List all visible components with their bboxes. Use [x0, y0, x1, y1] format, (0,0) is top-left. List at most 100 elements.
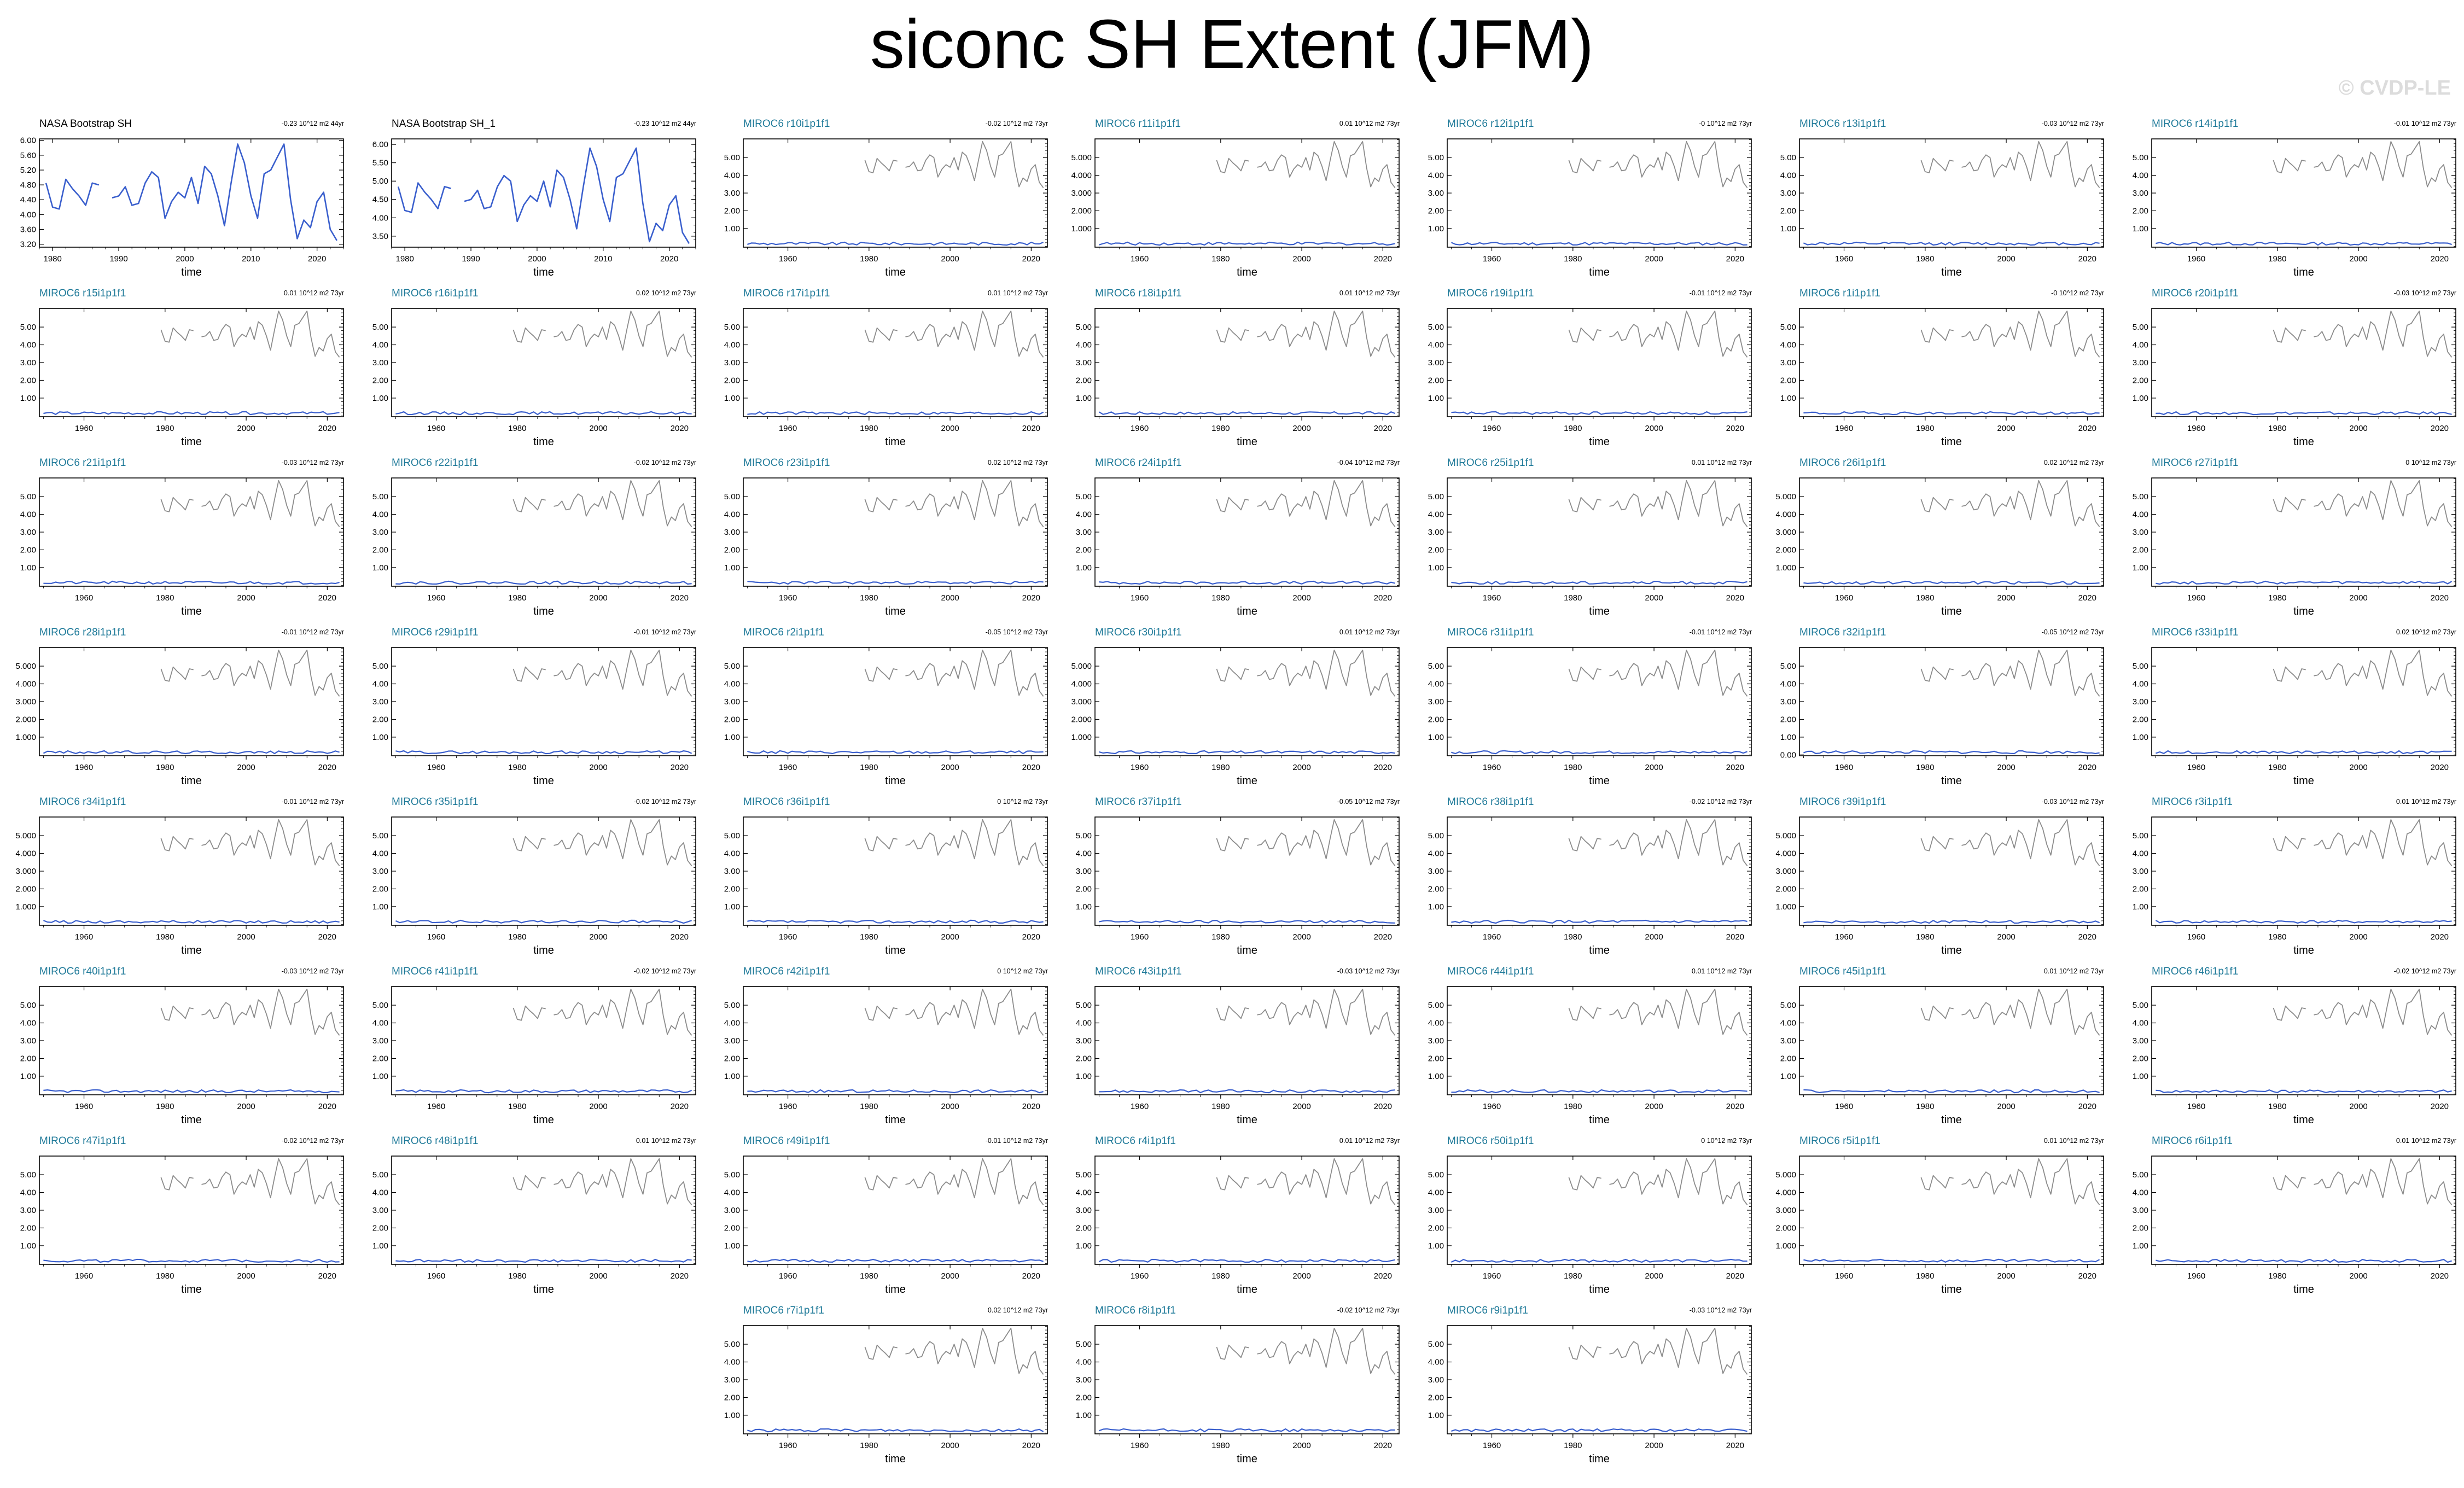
x-tick-label: 1980 [1564, 254, 1582, 264]
x-tick-label: 1980 [1564, 1271, 1582, 1281]
observed-overlay-line [1920, 141, 2100, 188]
y-tick-label: 3.000 [1071, 697, 1092, 707]
y-tick-label: 4.00 [1076, 1019, 1092, 1028]
y-tick-label: 2.000 [1071, 715, 1092, 724]
model-series-line [2156, 1258, 2452, 1263]
observed-overlay-line [512, 650, 692, 697]
y-tick-label: 4.000 [1775, 1188, 1796, 1198]
observed-overlay-line [512, 989, 692, 1036]
panel-title: MIROC6 r25i1p1f1 [1447, 457, 1534, 469]
x-tick-label: 1980 [1211, 763, 1230, 772]
model-series-line [1451, 1089, 1747, 1094]
x-tick-label: 1960 [2187, 1102, 2205, 1111]
x-tick-label: 2020 [660, 254, 678, 264]
observed-overlay-line [2273, 480, 2453, 527]
model-series-line [1451, 1428, 1747, 1433]
y-tick-label: 2.00 [20, 376, 36, 385]
model-series-line [395, 411, 692, 416]
panel-plot: 5.00 4.00 3.00 2.00 1.00 1960 1980 2000 2020 time [1428, 477, 1752, 617]
plot-frame [1799, 647, 2104, 756]
y-tick-label: 4.00 [1780, 680, 1796, 689]
x-axis-label: time [533, 436, 554, 448]
x-axis-label: time [885, 1283, 906, 1296]
plot-frame [2151, 647, 2456, 756]
x-axis-label: time [1941, 944, 1962, 956]
y-tick-label: 2.00 [2133, 715, 2148, 724]
y-tick-label: 4.00 [20, 210, 36, 219]
y-tick-label: 4.00 [1076, 1358, 1092, 1367]
panel-title: MIROC6 r37i1p1f1 [1095, 796, 1182, 808]
x-tick-label: 2020 [318, 763, 336, 772]
y-tick-label: 1.00 [20, 563, 36, 573]
x-tick-label: 1980 [860, 593, 878, 603]
panel-plot: 5.00 4.00 3.00 2.00 1.00 1960 1980 2000 2020 time [1780, 138, 2104, 278]
x-axis-label: time [2293, 436, 2314, 448]
y-tick-label: 3.00 [2133, 1206, 2148, 1215]
y-tick-label: 2.00 [2133, 884, 2148, 894]
y-tick-label: 3.00 [1428, 697, 1444, 707]
observed-overlay-line [2273, 819, 2453, 866]
y-tick-label: 2.00 [1428, 1223, 1444, 1233]
observed-overlay-line [512, 1158, 692, 1205]
panel-plot: 5.00 4.00 3.00 2.00 1.00 1960 1980 2000 2020 time [372, 1156, 696, 1296]
panel-title: MIROC6 r44i1p1f1 [1447, 966, 1534, 977]
x-tick-label: 2000 [941, 932, 959, 942]
x-tick-label: 1980 [156, 763, 174, 772]
y-tick-label: 3.00 [2133, 358, 2148, 367]
y-tick-label: 2.000 [15, 715, 36, 724]
panel-trend-label: 0.01 10^12 m2 73yr [1339, 628, 1400, 636]
y-tick-label: 3.60 [20, 225, 36, 234]
x-tick-label: 2020 [2078, 593, 2096, 603]
x-tick-label: 2000 [237, 593, 255, 603]
chart-panel: MIROC6 r37i1p1f1 -0.05 10^12 m2 73yr 5.00 4… [1056, 796, 1406, 966]
y-tick-label: 4.40 [20, 195, 36, 205]
y-tick-label: 4.00 [724, 1019, 740, 1028]
chart-panel: MIROC6 r27i1p1f1 0 10^12 m2 73yr 5.00 4.00 3… [2112, 457, 2462, 627]
panel-title: MIROC6 r45i1p1f1 [1799, 966, 1886, 977]
y-tick-label: 4.00 [372, 1188, 388, 1198]
x-tick-label: 1980 [1916, 424, 1934, 433]
y-tick-label: 3.000 [1775, 867, 1796, 876]
x-tick-label: 1980 [860, 1271, 878, 1281]
observed-overlay-line [1216, 1328, 1396, 1375]
panel-trend-label: 0 10^12 m2 73yr [2405, 459, 2456, 466]
panel-plot: 5.00 4.00 3.00 2.00 1.00 1960 1980 2000 2020 time [2133, 477, 2456, 617]
y-tick-label: 4.00 [1780, 171, 1796, 180]
y-tick-label: 2.00 [1076, 884, 1092, 894]
y-tick-label: 1.000 [1775, 563, 1796, 573]
chart-panel: MIROC6 r23i1p1f1 0.02 10^12 m2 73yr 5.00 4.… [704, 457, 1054, 627]
x-tick-label: 2020 [1726, 1102, 1744, 1111]
chart-panel: MIROC6 r34i1p1f1 -0.01 10^12 m2 73yr 5.000… [0, 796, 350, 966]
y-tick-label: 5.00 [20, 323, 36, 332]
chart-panel: MIROC6 r28i1p1f1 -0.01 10^12 m2 73yr 5.000… [0, 627, 350, 796]
x-axis-label: time [1589, 944, 1610, 956]
x-tick-label: 2020 [2078, 763, 2096, 772]
model-series-line [1099, 1428, 1395, 1433]
panel-trend-label: -0.01 10^12 m2 73yr [281, 798, 344, 806]
x-tick-label: 2020 [1726, 1441, 1744, 1450]
chart-panel: MIROC6 r38i1p1f1 -0.02 10^12 m2 73yr 5.00 4… [1408, 796, 1758, 966]
chart-panel: MIROC6 r16i1p1f1 0.02 10^12 m2 73yr 5.00 4.… [352, 288, 702, 457]
y-tick-label: 4.00 [372, 1019, 388, 1028]
y-tick-label: 3.00 [724, 1375, 740, 1385]
plot-frame [391, 816, 696, 926]
x-axis-label: time [885, 1453, 906, 1465]
x-tick-label: 2000 [589, 593, 607, 603]
chart-panel: NASA Bootstrap SH_1 -0.23 10^12 m2 44yr 6.… [352, 118, 702, 288]
y-tick-label: 5.00 [372, 492, 388, 501]
y-tick-label: 2.00 [1428, 1054, 1444, 1063]
x-tick-label: 1980 [2268, 254, 2286, 264]
x-tick-label: 1960 [1835, 424, 1853, 433]
x-tick-label: 2020 [2431, 1102, 2449, 1111]
chart-panel: MIROC6 r18i1p1f1 0.01 10^12 m2 73yr 5.00 4.… [1056, 288, 1406, 457]
panel-trend-label: 0.01 10^12 m2 73yr [987, 289, 1048, 297]
x-tick-label: 2000 [1292, 1102, 1310, 1111]
panel-trend-label: -0.03 10^12 m2 73yr [1689, 1306, 1752, 1314]
x-tick-label: 1960 [75, 1102, 93, 1111]
panel-trend-label: -0.02 10^12 m2 73yr [633, 967, 696, 975]
x-tick-label: 1980 [508, 1271, 526, 1281]
y-tick-label: 1.00 [372, 1072, 388, 1081]
x-axis-label: time [1237, 1114, 1257, 1126]
panel-title: MIROC6 r16i1p1f1 [392, 288, 479, 299]
x-axis-label: time [2293, 1283, 2314, 1296]
